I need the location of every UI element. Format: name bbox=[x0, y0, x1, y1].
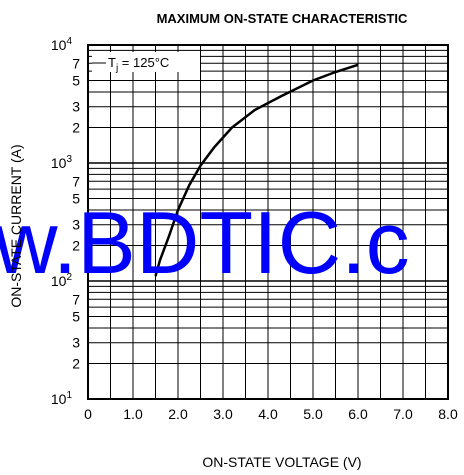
y-tick-label: 7 bbox=[72, 291, 80, 307]
x-tick-label: 0 bbox=[84, 406, 92, 422]
x-tick-label: 5.0 bbox=[303, 406, 323, 422]
x-tick-label: 6.0 bbox=[348, 406, 368, 422]
x-axis-label: ON-STATE VOLTAGE (V) bbox=[202, 454, 361, 470]
x-tick-label: 7.0 bbox=[393, 406, 413, 422]
watermark: w.BDTIC.c bbox=[0, 193, 410, 292]
x-tick-label: 3.0 bbox=[213, 406, 233, 422]
x-tick-label: 2.0 bbox=[168, 406, 188, 422]
x-tick-label: 1.0 bbox=[123, 406, 143, 422]
x-tick-label: 4.0 bbox=[258, 406, 278, 422]
chart-title: MAXIMUM ON-STATE CHARACTERISTIC bbox=[157, 11, 408, 26]
y-tick-labels: 101 2 3 5 7 102 2 3 5 7 103 2 3 5 7 104 bbox=[51, 36, 80, 407]
y-tick-label: 2 bbox=[72, 355, 80, 371]
y-axis-label: ON-STATE CURRENT (A) bbox=[8, 144, 24, 307]
y-tick-label: 102 bbox=[51, 272, 73, 289]
series-curve bbox=[154, 63, 359, 277]
y-tick-label: 103 bbox=[51, 154, 73, 171]
y-tick-label: 104 bbox=[51, 36, 73, 53]
plot-frame bbox=[87, 44, 449, 400]
y-tick-label: 2 bbox=[72, 119, 80, 135]
y-tick-label: 3 bbox=[72, 335, 80, 351]
y-tick-label: 5 bbox=[72, 73, 80, 89]
x-tick-label: 8.0 bbox=[438, 406, 458, 422]
x-tick-labels: 0 1.0 2.0 3.0 4.0 5.0 6.0 7.0 8.0 bbox=[84, 406, 458, 422]
y-tick-label: 3 bbox=[72, 99, 80, 115]
annotation-bg bbox=[92, 52, 200, 72]
y-tick-label: 2 bbox=[72, 237, 80, 253]
y-tick-label: 7 bbox=[72, 173, 80, 189]
junction-temp-annotation: Tj = 125°C bbox=[108, 55, 169, 74]
grid bbox=[88, 45, 448, 399]
y-tick-label: 5 bbox=[72, 191, 80, 207]
y-tick-label: 101 bbox=[51, 390, 73, 407]
y-tick-label: 5 bbox=[72, 309, 80, 325]
y-tick-label: 7 bbox=[72, 55, 80, 71]
y-tick-label: 3 bbox=[72, 217, 80, 233]
